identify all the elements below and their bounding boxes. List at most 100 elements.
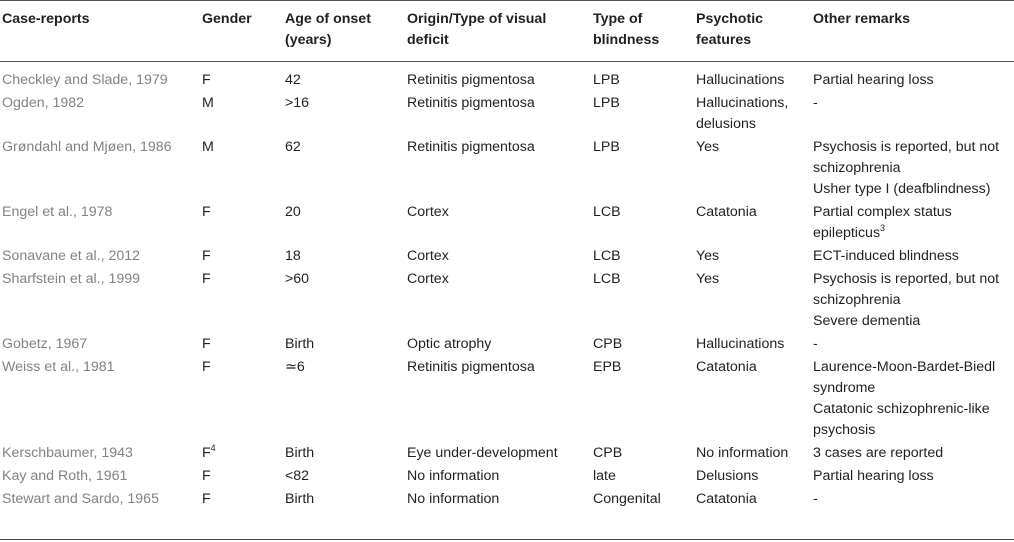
remark-line: Partial hearing loss <box>813 466 1014 487</box>
cell-origin-type-text: Retinitis pigmentosa <box>407 139 535 155</box>
cell-gender-text: F <box>202 445 211 461</box>
cell-type-of-blindness: LCB <box>593 245 696 268</box>
cell-age-of-onset: Birth <box>285 488 407 511</box>
header-gender: Gender <box>202 11 252 27</box>
remark-text: ECT-induced blindness <box>813 248 959 264</box>
table-row: Weiss et al., 1981 F ≃6 Retinitis pigmentos… <box>0 356 1014 442</box>
header-other-remarks: Other remarks <box>813 11 910 27</box>
remark-line: 3 cases are reported <box>813 443 1014 464</box>
cell-psychotic-features-text: Catatonia <box>696 359 757 375</box>
remark-text: - <box>813 336 818 352</box>
case-reports-table: Case-reports Gender Age of onset (years)… <box>0 0 1014 511</box>
remark-line: Psychosis is reported, but not schizophr… <box>813 269 1014 311</box>
cell-case-report-text: Engel et al., 1978 <box>2 204 113 220</box>
cell-other-remarks: Psychosis is reported, but not schizophr… <box>813 268 1014 333</box>
cell-origin-type-text: Cortex <box>407 204 449 220</box>
remark-line: - <box>813 489 1014 510</box>
cell-type-of-blindness: LPB <box>593 92 696 136</box>
cell-type-of-blindness-text: LPB <box>593 95 620 111</box>
header-type-of-blindness: Type of blindness <box>593 11 660 48</box>
table-row: Kerschbaumer, 1943 F4 Birth Eye under-devel… <box>0 442 1014 465</box>
cell-type-of-blindness: CPB <box>593 442 696 465</box>
cell-type-of-blindness-text: LPB <box>593 139 620 155</box>
remark-line: Usher type I (deafblindness) <box>813 179 1014 200</box>
cell-psychotic-features-text: Hallucinations <box>696 336 785 352</box>
cell-age-of-onset-text: Birth <box>285 445 315 461</box>
cell-other-remarks: - <box>813 92 1014 136</box>
cell-origin-type: Retinitis pigmentosa <box>407 356 593 442</box>
cell-case-report-text: Gobetz, 1967 <box>2 336 88 352</box>
cell-psychotic-features: Hallucinations <box>696 61 813 92</box>
header-age-of-onset: Age of onset (years) <box>285 11 371 48</box>
table-row: Grøndahl and Mjøen, 1986 M 62 Retinitis pig… <box>0 136 1014 201</box>
cell-case-report-text: Sharfstein et al., 1999 <box>2 271 141 287</box>
cell-origin-type: Eye under-development <box>407 442 593 465</box>
table-row: Ogden, 1982 M >16 Retinitis pigmentosa LPB Ha… <box>0 92 1014 136</box>
cell-gender-text: F <box>202 336 211 352</box>
cell-psychotic-features: Catatonia <box>696 488 813 511</box>
header-rule <box>0 61 1014 62</box>
table-row: Engel et al., 1978 F 20 Cortex LCB Catatonia P… <box>0 201 1014 245</box>
cell-case-report: Grøndahl and Mjøen, 1986 <box>0 136 202 201</box>
cell-age-of-onset: <82 <box>285 465 407 488</box>
cell-age-of-onset-text: <82 <box>285 468 310 484</box>
cell-case-report-text: Kay and Roth, 1961 <box>2 468 128 484</box>
cell-psychotic-features: Catatonia <box>696 201 813 245</box>
cell-age-of-onset-text: >60 <box>285 271 310 287</box>
cell-gender: F <box>202 333 285 356</box>
cell-psychotic-features: Hallucinations <box>696 333 813 356</box>
remark-text: Severe dementia <box>813 313 921 329</box>
cell-origin-type: Optic atrophy <box>407 333 593 356</box>
cell-other-remarks: ECT-induced blindness <box>813 245 1014 268</box>
header-case-reports: Case-reports <box>2 11 90 27</box>
cell-origin-type: Cortex <box>407 245 593 268</box>
cell-origin-type-text: Eye under-development <box>407 445 558 461</box>
cell-other-remarks: Partial hearing loss <box>813 465 1014 488</box>
cell-origin-type-text: Optic atrophy <box>407 336 492 352</box>
cell-case-report: Engel et al., 1978 <box>0 201 202 245</box>
cell-origin-type: Cortex <box>407 201 593 245</box>
cell-type-of-blindness-text: LPB <box>593 72 620 88</box>
table-row: Sharfstein et al., 1999 F >60 Cortex LCB Yes P… <box>0 268 1014 333</box>
cell-gender-text: M <box>202 95 214 111</box>
cell-type-of-blindness-text: CPB <box>593 445 623 461</box>
cell-gender: M <box>202 136 285 201</box>
table-header-row: Case-reports Gender Age of onset (years)… <box>0 0 1014 61</box>
header-origin-type: Origin/Type of visual deficit <box>407 11 547 48</box>
cell-case-report-text: Checkley and Slade, 1979 <box>2 72 168 88</box>
cell-psychotic-features-text: Catatonia <box>696 204 757 220</box>
cell-psychotic-features-text: No information <box>696 445 789 461</box>
cell-case-report: Gobetz, 1967 <box>0 333 202 356</box>
remark-line: - <box>813 334 1014 355</box>
cell-gender-text: F <box>202 204 211 220</box>
cell-origin-type-text: No information <box>407 468 500 484</box>
cell-case-report-text: Ogden, 1982 <box>2 95 85 111</box>
cell-case-report: Sharfstein et al., 1999 <box>0 268 202 333</box>
remark-line: Partial complex status epilepticus3 <box>813 202 1014 244</box>
cell-type-of-blindness-text: LCB <box>593 271 621 287</box>
cell-psychotic-features-text: Yes <box>696 271 720 287</box>
cell-age-of-onset: 62 <box>285 136 407 201</box>
cell-type-of-blindness: Congenital <box>593 488 696 511</box>
cell-type-of-blindness: LCB <box>593 201 696 245</box>
cell-origin-type-text: Retinitis pigmentosa <box>407 359 535 375</box>
cell-case-report: Sonavane et al., 2012 <box>0 245 202 268</box>
cell-type-of-blindness-text: CPB <box>593 336 623 352</box>
cell-origin-type-text: No information <box>407 491 500 507</box>
remark-text: Laurence-Moon-Bardet-Biedl syndrome <box>813 359 996 396</box>
cell-gender: F <box>202 268 285 333</box>
cell-gender-text: F <box>202 72 211 88</box>
table-row: Gobetz, 1967 F Birth Optic atrophy CPB Halluc… <box>0 333 1014 356</box>
cell-case-report-text: Stewart and Sardo, 1965 <box>2 491 159 507</box>
cell-origin-type: Retinitis pigmentosa <box>407 61 593 92</box>
cell-other-remarks: Psychosis is reported, but not schizophr… <box>813 136 1014 201</box>
cell-other-remarks: Laurence-Moon-Bardet-Biedl syndrome Catat… <box>813 356 1014 442</box>
cell-age-of-onset: Birth <box>285 442 407 465</box>
cell-type-of-blindness: LPB <box>593 61 696 92</box>
cell-psychotic-features: Yes <box>696 245 813 268</box>
cell-age-of-onset: Birth <box>285 333 407 356</box>
top-rule <box>0 0 1014 1</box>
cell-type-of-blindness: EPB <box>593 356 696 442</box>
table-row: Kay and Roth, 1961 F <82 No information late… <box>0 465 1014 488</box>
cell-case-report-text: Sonavane et al., 2012 <box>2 248 141 264</box>
